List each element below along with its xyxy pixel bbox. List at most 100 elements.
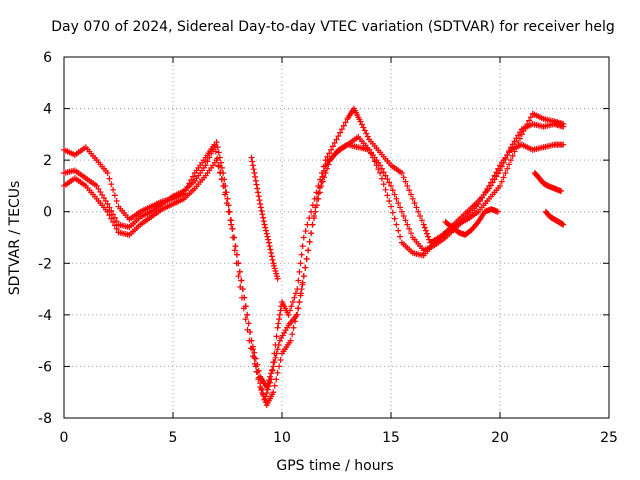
data-point xyxy=(324,153,331,160)
data-point xyxy=(478,194,485,201)
data-point xyxy=(386,179,393,186)
data-point xyxy=(300,234,307,241)
data-point xyxy=(265,377,272,384)
data-point xyxy=(310,215,317,222)
data-point xyxy=(335,133,342,140)
data-point xyxy=(257,204,264,211)
data-point xyxy=(247,329,254,336)
data-point xyxy=(254,361,261,368)
data-point xyxy=(391,215,398,222)
data-point xyxy=(380,169,387,176)
data-point xyxy=(558,188,565,195)
data-point xyxy=(113,218,120,225)
data-point xyxy=(378,175,385,182)
data-point xyxy=(322,170,329,177)
data-point xyxy=(277,307,284,314)
data-point xyxy=(302,228,309,235)
data-point xyxy=(398,208,405,215)
y-tick-label: 2 xyxy=(43,153,52,169)
data-point xyxy=(106,175,113,182)
data-point xyxy=(526,117,533,124)
data-point xyxy=(188,176,195,183)
data-point xyxy=(415,208,422,215)
gridlines xyxy=(64,57,609,418)
data-point xyxy=(382,172,389,179)
data-point xyxy=(295,277,302,284)
data-point xyxy=(263,227,270,234)
data-point xyxy=(260,218,267,225)
data-point xyxy=(220,182,227,189)
data-point xyxy=(298,286,305,293)
data-point xyxy=(397,204,404,211)
data-series-track-a xyxy=(61,105,567,403)
data-point xyxy=(102,197,109,204)
data-point xyxy=(286,307,293,314)
data-point xyxy=(97,188,104,195)
data-point xyxy=(502,170,509,177)
data-point xyxy=(233,251,240,258)
data-point xyxy=(106,212,113,219)
data-point xyxy=(300,273,307,280)
data-point xyxy=(397,233,404,240)
data-point xyxy=(274,275,281,282)
x-tick-label: 20 xyxy=(491,430,509,446)
data-point xyxy=(560,221,567,228)
data-point xyxy=(261,221,268,228)
data-point xyxy=(495,165,502,172)
data-point xyxy=(497,182,503,189)
data-point xyxy=(377,162,384,169)
data-point xyxy=(262,224,269,231)
data-point xyxy=(318,182,325,189)
data-point xyxy=(225,208,232,215)
data-point xyxy=(389,209,396,216)
data-point xyxy=(484,185,491,192)
data-point xyxy=(250,166,257,173)
data-point xyxy=(294,311,301,318)
data-point xyxy=(267,373,274,380)
data-point xyxy=(328,146,335,153)
y-tick-label: -2 xyxy=(38,256,52,272)
data-point xyxy=(273,350,280,357)
data-point xyxy=(267,246,274,253)
data-point xyxy=(108,181,115,188)
data-point xyxy=(248,154,255,161)
data-point xyxy=(259,390,266,397)
data-point xyxy=(402,178,409,185)
data-point xyxy=(411,200,418,207)
data-point xyxy=(413,204,420,211)
data-point xyxy=(239,286,246,293)
data-point xyxy=(231,247,238,254)
data-point xyxy=(312,208,319,215)
data-series-track-f xyxy=(542,208,567,228)
data-point xyxy=(93,182,100,189)
data-point xyxy=(309,221,316,228)
data-point xyxy=(340,122,347,129)
data-point xyxy=(106,204,113,211)
data-point xyxy=(245,320,252,327)
data-point xyxy=(268,249,275,256)
data-point xyxy=(288,303,295,310)
data-point xyxy=(110,186,117,193)
data-point xyxy=(252,177,259,184)
data-series-track-c xyxy=(61,133,567,391)
y-tick-label: 0 xyxy=(43,205,52,221)
data-point xyxy=(398,170,405,177)
data-point xyxy=(211,141,218,148)
data-point xyxy=(325,161,332,168)
data-point xyxy=(235,260,242,267)
data-point xyxy=(113,225,120,232)
data-point xyxy=(509,152,516,159)
data-point xyxy=(486,182,493,189)
data-point xyxy=(527,114,534,121)
data-point xyxy=(386,197,393,204)
data-point xyxy=(417,213,424,220)
data-point xyxy=(268,253,275,260)
x-tick-label: 15 xyxy=(382,430,400,446)
data-point xyxy=(315,195,322,202)
data-point xyxy=(275,320,282,327)
data-point xyxy=(113,197,120,204)
data-point xyxy=(236,268,243,275)
data-point xyxy=(95,185,102,192)
data-point xyxy=(273,376,280,383)
